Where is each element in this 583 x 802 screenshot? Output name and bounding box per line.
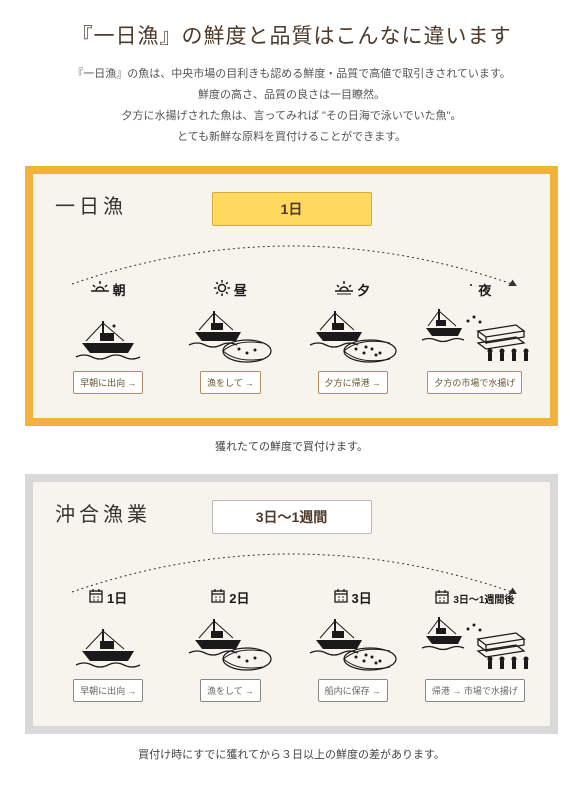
panel1-stage-evening: 夕 夕方に帰港→ <box>292 280 414 394</box>
panel1-duration-badge: 1日 <box>212 192 372 226</box>
panel1-footnote: 獲れたての鮮度で買付けます。 <box>25 438 558 454</box>
boat-illustration <box>171 303 289 363</box>
panel2-duration-badge: 3日～1週間 <box>212 500 372 534</box>
intro-text: 『一日漁』の魚は、中央市場の目利きも認める鮮度・品質で高値で取引きされています。… <box>25 64 558 148</box>
panel2-stages: 1日 早朝に出向→ 2日 <box>47 588 536 702</box>
market-illustration <box>416 303 534 363</box>
panel1-stage-morning: 朝 早朝に出向→ <box>47 280 169 394</box>
intro-line-4: とても新鮮な原料を買付けることができます。 <box>177 131 406 143</box>
one-day-panel: 一日漁 1日 朝 <box>25 166 558 426</box>
offshore-panel: 沖合漁業 3日～1週間 1日 <box>25 474 558 734</box>
panel2-caption-1: 早朝に出向→ <box>73 679 143 702</box>
boat-illustration <box>294 611 412 671</box>
panel1-stage-noon: 昼 漁をして→ <box>169 280 291 394</box>
panel2-footnote: 買付け時にすでに獲れてから３日以上の鮮度の差があります。 <box>25 746 558 762</box>
panel2-arc <box>52 544 532 594</box>
market-illustration <box>416 611 534 671</box>
panel1-caption-2: 漁をして→ <box>200 371 261 394</box>
main-title: 『一日漁』の鮮度と品質はこんなに違います <box>25 20 558 50</box>
panel1-caption-1: 早朝に出向→ <box>73 371 143 394</box>
boat-illustration <box>49 611 167 671</box>
panel2-caption-4: 帰港 → 市場で水揚げ <box>425 679 525 702</box>
boat-illustration <box>294 303 412 363</box>
panel2-stage-day1: 1日 早朝に出向→ <box>47 588 169 702</box>
panel2-caption-3: 船内に保存→ <box>318 679 388 702</box>
boat-illustration <box>49 303 167 363</box>
panel1-arc <box>52 236 532 286</box>
panel2-title: 沖合漁業 <box>55 498 151 527</box>
panel1-title: 一日漁 <box>55 190 127 219</box>
panel1-stages: 朝 早朝に出向→ 昼 <box>47 280 536 394</box>
boat-illustration <box>171 611 289 671</box>
intro-line-1: 『一日漁』の魚は、中央市場の目利きも認める鮮度・品質で高値で取引きされています。 <box>72 68 511 80</box>
panel2-caption-2: 漁をして→ <box>200 679 261 702</box>
panel2-stage-later: 3日～1週間後 <box>414 590 536 702</box>
panel1-caption-4: 夕方の市場で水揚げ <box>427 371 522 394</box>
intro-line-2: 鮮度の高さ、品質の良さは一目瞭然。 <box>198 89 385 101</box>
panel1-stage-night: 夜 <box>414 280 536 394</box>
panel1-caption-3: 夕方に帰港→ <box>318 371 388 394</box>
panel2-stage-day3: 3日 船内に保存→ <box>292 588 414 702</box>
panel2-stage-day2: 2日 漁をして→ <box>169 588 291 702</box>
intro-line-3: 夕方に水揚げされた魚は、言ってみれば "その日海で泳いでいた魚"。 <box>122 110 462 122</box>
